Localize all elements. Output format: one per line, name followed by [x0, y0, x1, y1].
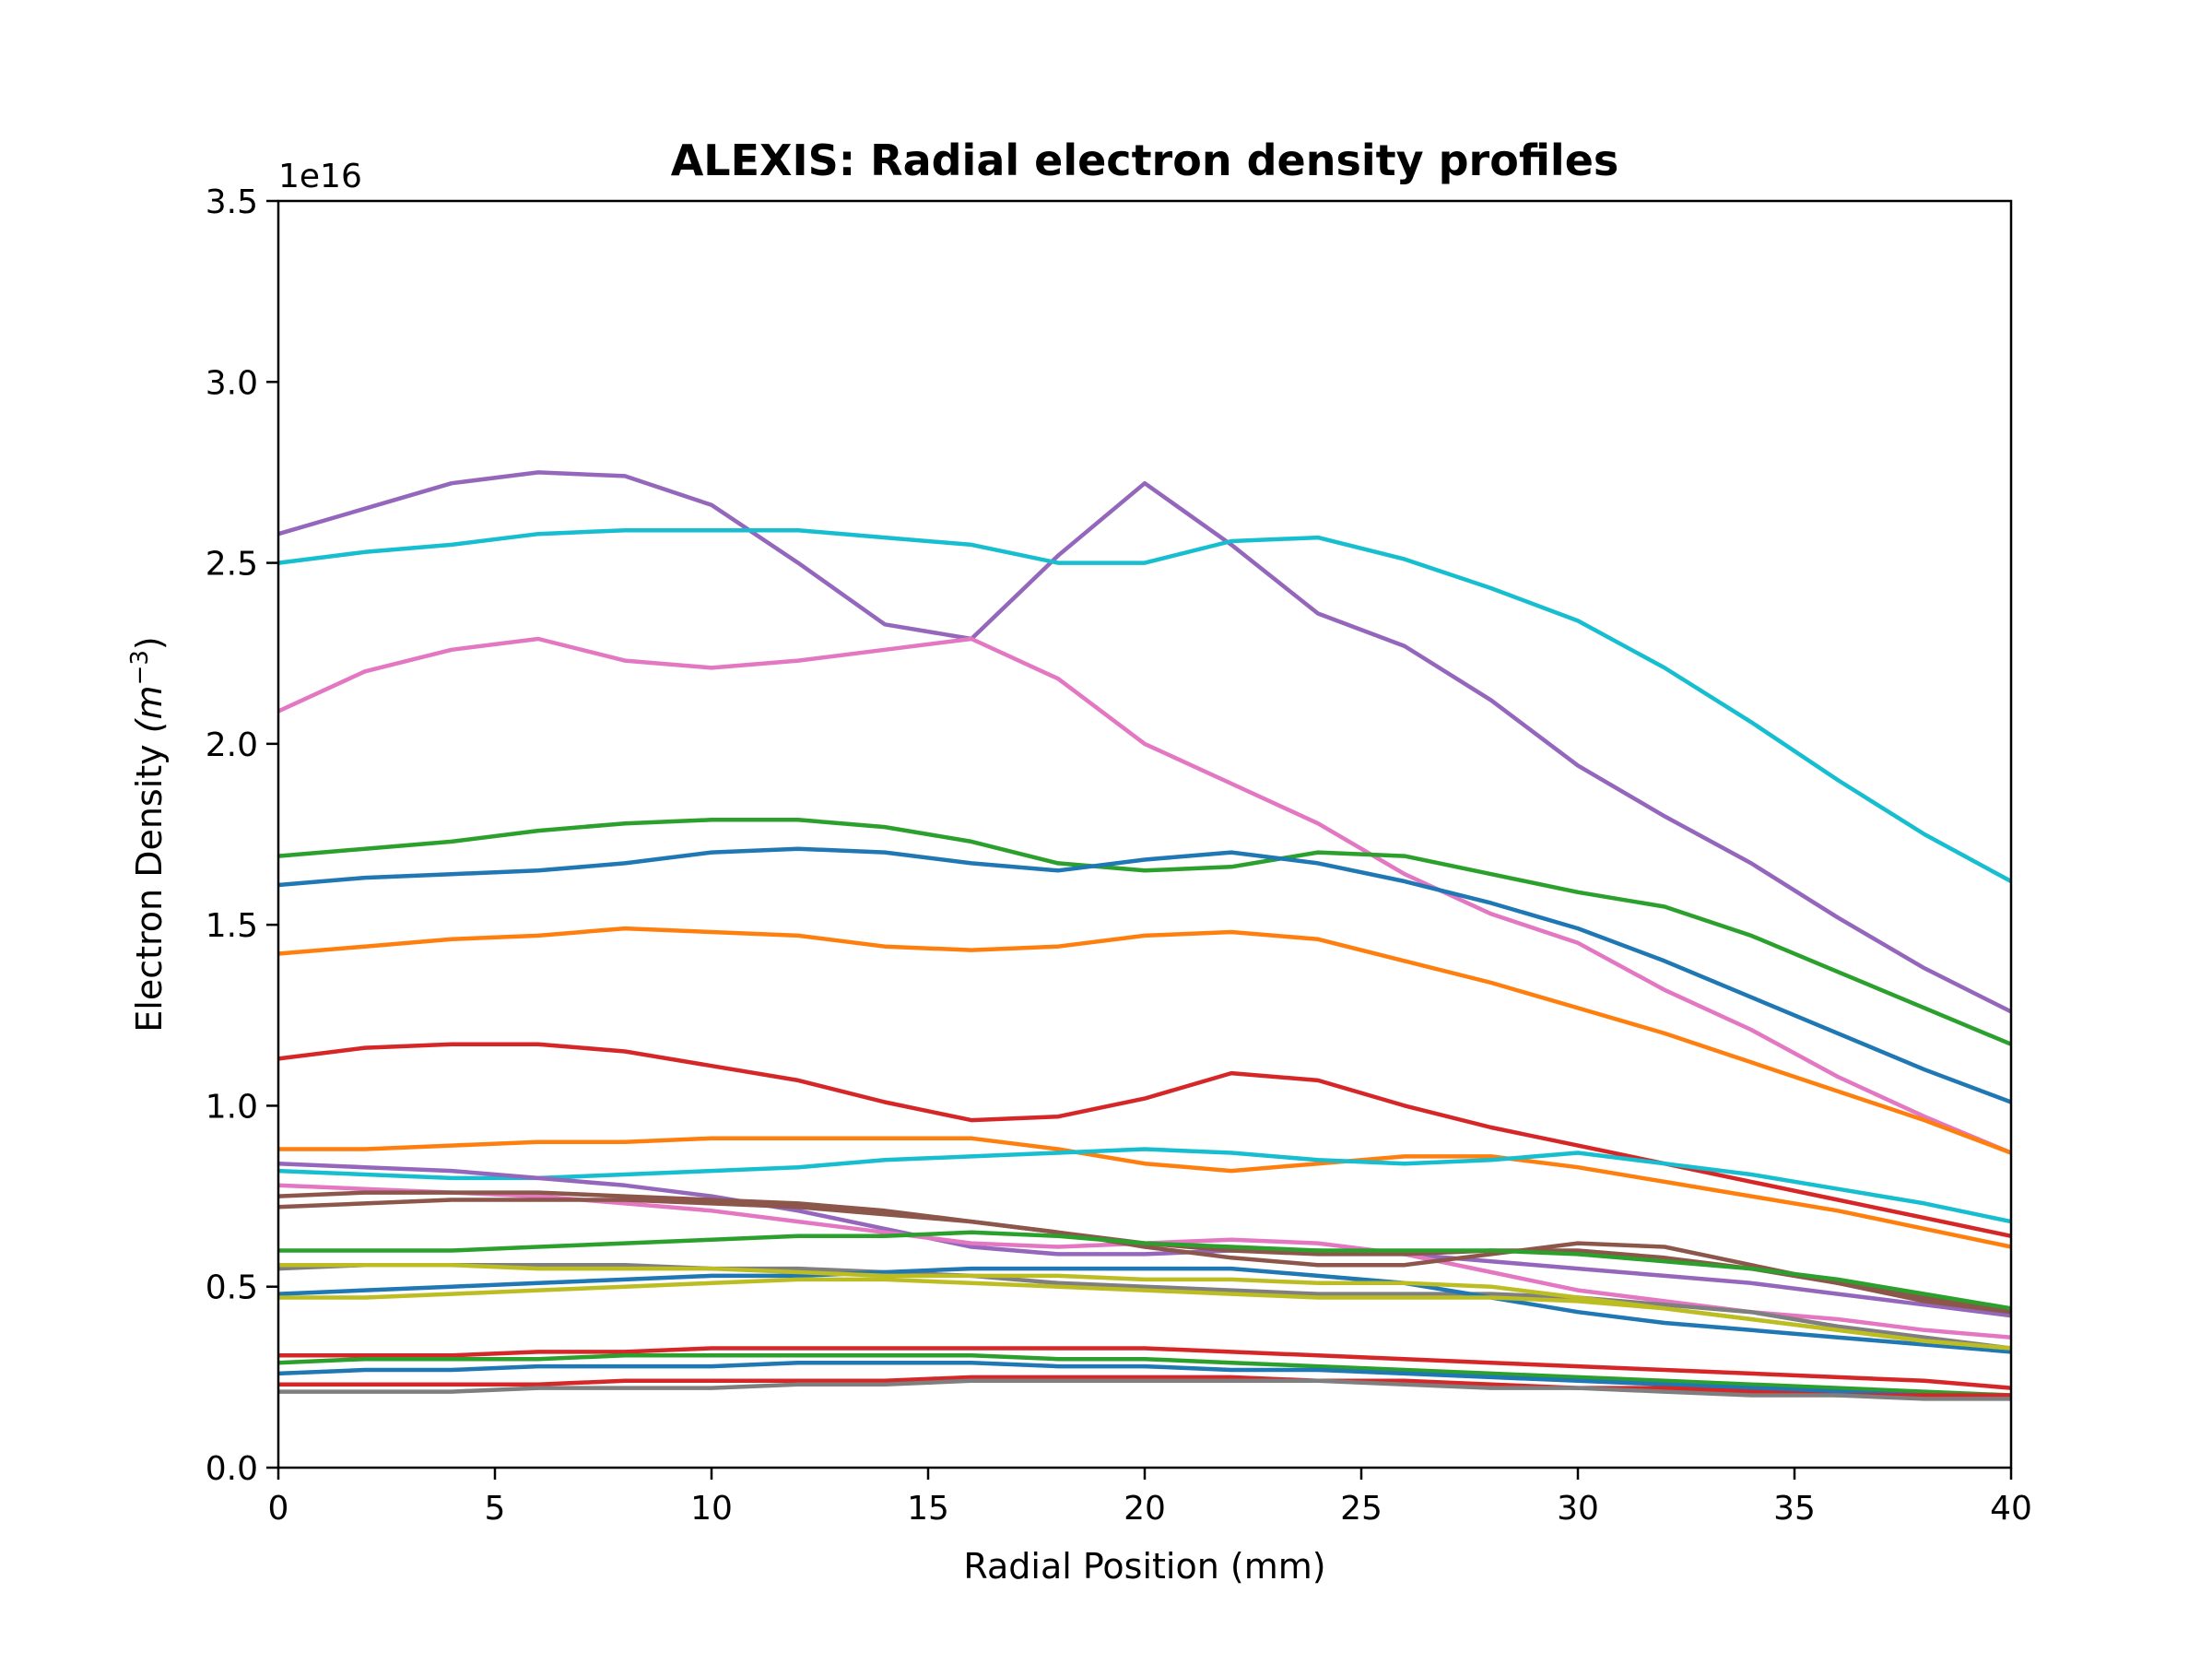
y-axis-label-text: Electron Density — [129, 733, 170, 1032]
x-tick-label: 35 — [1773, 1490, 1816, 1528]
series-line-2 — [277, 527, 2013, 883]
x-tick-label: 30 — [1557, 1490, 1599, 1528]
y-tick-label: 3.5 — [206, 183, 258, 221]
y-tick-label: 3.0 — [206, 364, 258, 402]
series-line-6 — [277, 926, 2012, 1155]
y-tick-label: 0.0 — [206, 1450, 258, 1488]
y-tick-label: 2.0 — [206, 726, 258, 764]
series-line-21 — [277, 1360, 2012, 1401]
x-axis: 0 5 10 15 20 25 30 35 40 — [268, 1468, 2032, 1528]
y-axis-label-exponent: −3 — [126, 650, 154, 685]
series-line-18 — [278, 1262, 2012, 1351]
x-tick-label: 20 — [1124, 1490, 1166, 1528]
series-layer — [277, 470, 2013, 1401]
series-line-20 — [277, 1353, 2012, 1398]
series-line-22 — [278, 1375, 2011, 1398]
y-tick-label: 1.0 — [206, 1088, 258, 1126]
series-line-3 — [277, 636, 2012, 1155]
y-offset-label: 1e16 — [278, 158, 362, 195]
y-axis-label: Electron Density (m−3) — [126, 636, 170, 1032]
series-line-16 — [277, 1266, 2012, 1354]
series-line-4 — [277, 818, 2012, 1046]
series-line-10 — [277, 1161, 2012, 1318]
x-tick-label: 5 — [485, 1490, 506, 1528]
y-tick-label: 1.5 — [206, 907, 258, 945]
series-line-7 — [277, 1042, 2012, 1239]
x-tick-label: 40 — [1990, 1490, 2032, 1528]
series-line-23 — [278, 1378, 2011, 1401]
series-line-9 — [277, 1147, 2012, 1224]
y-axis: 0.0 0.5 1.0 1.5 2.0 2.5 3.0 3.5 — [206, 183, 278, 1488]
x-tick-label: 0 — [268, 1490, 289, 1528]
x-tick-label: 15 — [907, 1490, 949, 1528]
chart-title: ALEXIS: Radial electron density profiles — [671, 136, 1619, 185]
x-tick-label: 10 — [690, 1490, 733, 1528]
series-line-1 — [277, 470, 2013, 1014]
series-line-5 — [277, 846, 2012, 1104]
y-axis-label-close: ) — [129, 636, 170, 650]
series-line-19 — [278, 1346, 2012, 1390]
series-line-12 — [277, 1198, 2012, 1315]
series-line-14 — [278, 1230, 2012, 1311]
y-tick-label: 0.5 — [206, 1269, 258, 1307]
y-axis-label-unit: (m — [129, 685, 170, 733]
series-line-15 — [277, 1262, 2012, 1351]
x-axis-label: Radial Position (mm) — [963, 1546, 1325, 1587]
series-line-8 — [278, 1136, 2012, 1249]
x-tick-label: 25 — [1340, 1490, 1382, 1528]
y-tick-label: 2.5 — [206, 546, 258, 584]
